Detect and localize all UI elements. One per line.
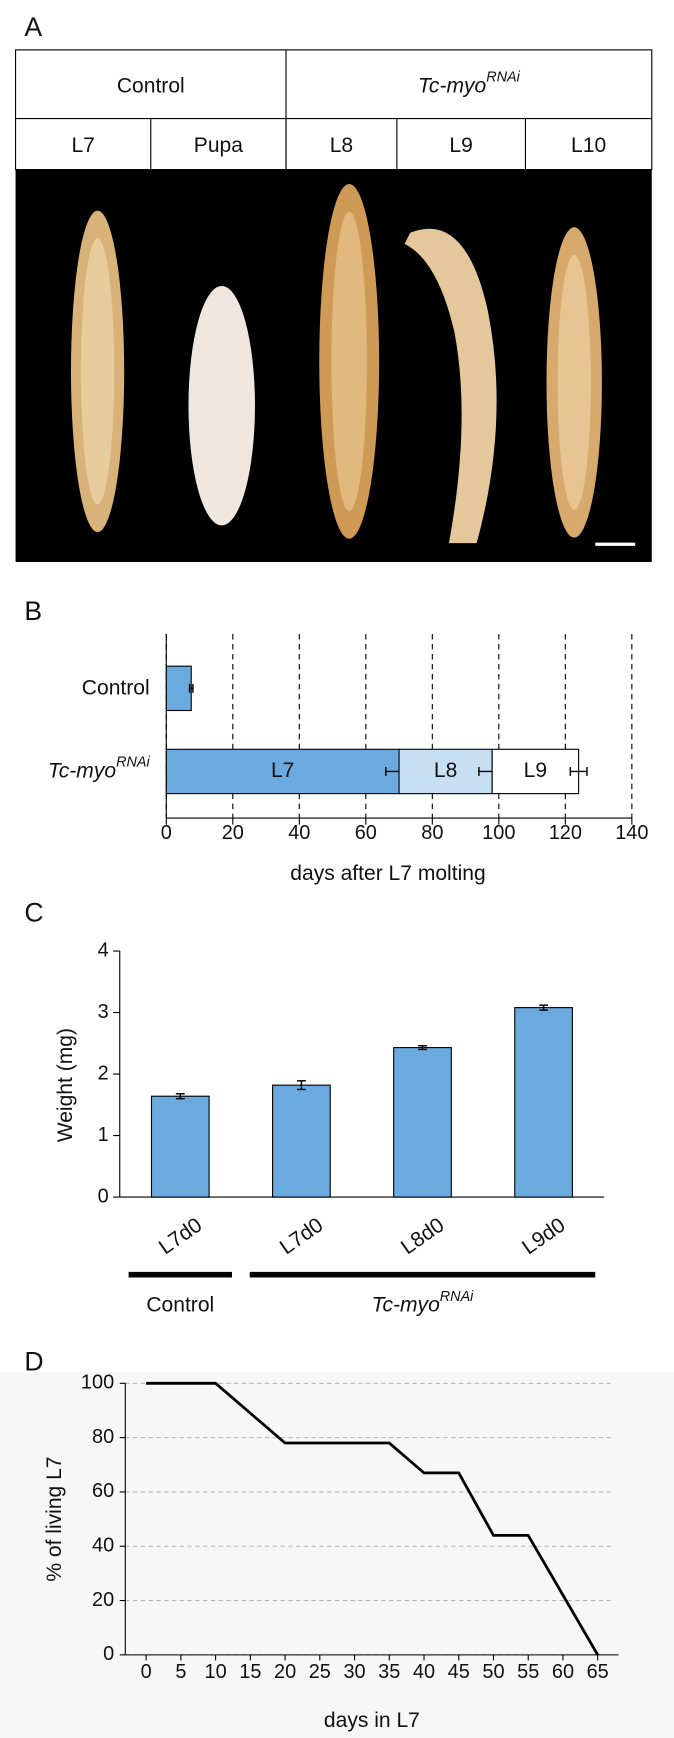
- x-tick-label: 35: [378, 1661, 400, 1683]
- group-label-sup: RNAi: [486, 69, 520, 85]
- stage-label: L10: [571, 134, 606, 157]
- error-bar: [175, 1093, 185, 1100]
- category-label: Control: [82, 676, 150, 699]
- x-tick-label: 20: [274, 1661, 296, 1683]
- x-tick-label: L8d0: [397, 1214, 449, 1260]
- photo: [15, 169, 652, 562]
- group-label-main: Control: [146, 1293, 214, 1316]
- bar-segment: [398, 748, 493, 795]
- x-tick-label: 55: [517, 1661, 539, 1683]
- category-label-main: Control: [82, 676, 150, 699]
- stage-label: L7: [71, 134, 94, 157]
- x-tick-label: 120: [549, 822, 582, 844]
- x-tick-label: 15: [239, 1661, 261, 1683]
- x-tick-label: 45: [448, 1661, 470, 1683]
- error-bar: [539, 1004, 549, 1011]
- segment-label: L8: [434, 759, 457, 782]
- header-box: [15, 49, 653, 171]
- bar: [150, 1095, 210, 1198]
- error-bar: [418, 1045, 427, 1051]
- x-tick-label: 65: [587, 1661, 609, 1683]
- y-tick-label: 100: [81, 1372, 114, 1394]
- category-label-sup: RNAi: [116, 754, 150, 770]
- group-label: Control: [117, 74, 185, 97]
- x-tick-label: 60: [552, 1661, 574, 1683]
- x-tick-label: 0: [141, 1661, 152, 1683]
- x-tick-label: 20: [222, 822, 244, 844]
- bar: [272, 1084, 331, 1198]
- panel-label: C: [24, 897, 43, 927]
- x-tick-label: 50: [482, 1661, 504, 1683]
- x-tick-label: 60: [355, 822, 377, 844]
- group-label: Tc-myoRNAi: [418, 69, 521, 97]
- group-label: Tc-myoRNAi: [372, 1289, 475, 1317]
- panel-label: A: [24, 12, 42, 42]
- bar-segment: [165, 665, 192, 712]
- error-bar: [569, 767, 588, 776]
- x-tick-label: 25: [309, 1661, 331, 1683]
- group-label: Control: [146, 1293, 214, 1316]
- y-tick-label: 20: [92, 1589, 114, 1611]
- stage-label: Pupa: [194, 134, 243, 157]
- y-tick-label: 2: [98, 1062, 109, 1084]
- x-tick-label: L9d0: [518, 1214, 570, 1260]
- y-tick-label: 1: [98, 1124, 109, 1146]
- x-tick-label: 5: [175, 1661, 186, 1683]
- y-axis-label: Weight (mg): [54, 1028, 77, 1142]
- panel-label: B: [24, 596, 42, 626]
- group-label-sup: RNAi: [440, 1289, 474, 1305]
- plot-background: [0, 1372, 674, 1738]
- x-axis-label: days after L7 molting: [290, 862, 485, 885]
- segment-label: L7: [271, 759, 294, 782]
- y-tick-label: 0: [98, 1185, 109, 1207]
- segment-label: L9: [524, 759, 547, 782]
- error-bar: [188, 683, 194, 693]
- group-label-main: Control: [117, 74, 185, 97]
- x-tick-label: 0: [161, 822, 172, 844]
- group-label-main: Tc-myo: [372, 1293, 441, 1316]
- x-axis-label: days in L7: [324, 1709, 420, 1732]
- y-tick-label: 80: [92, 1426, 114, 1448]
- error-bar: [296, 1080, 306, 1091]
- x-tick-label: 40: [288, 822, 310, 844]
- survival-line: [146, 1381, 599, 1656]
- panel-label: D: [24, 1346, 43, 1376]
- x-tick-label: 30: [343, 1661, 365, 1683]
- group-label-main: Tc-myo: [418, 74, 487, 97]
- x-tick-label: 10: [205, 1661, 227, 1683]
- y-tick-label: 4: [98, 939, 109, 961]
- x-tick-label: 80: [421, 822, 443, 844]
- x-tick-label: L7d0: [276, 1214, 328, 1260]
- stage-label: L8: [330, 134, 353, 157]
- x-tick-label: 40: [413, 1661, 435, 1683]
- bar: [393, 1047, 452, 1198]
- y-tick-label: 40: [92, 1535, 114, 1557]
- bar-segment: [491, 748, 580, 795]
- x-tick-label: 140: [615, 822, 648, 844]
- category-label-main: Tc-myo: [48, 759, 117, 782]
- y-axis-label: % of living L7: [43, 1456, 66, 1581]
- x-tick-label: 100: [482, 822, 515, 844]
- y-tick-label: 0: [103, 1643, 114, 1665]
- y-tick-label: 3: [98, 1001, 109, 1023]
- bar: [514, 1007, 573, 1198]
- x-tick-label: L7d0: [155, 1214, 207, 1260]
- y-tick-label: 60: [92, 1480, 114, 1502]
- category-label: Tc-myoRNAi: [48, 754, 151, 782]
- stage-label: L9: [449, 134, 472, 157]
